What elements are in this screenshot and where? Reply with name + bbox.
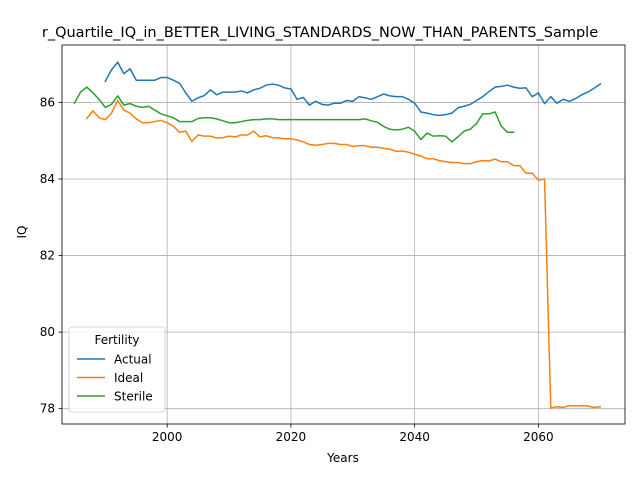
x-tick-label: 2060	[523, 430, 554, 444]
legend-title: Fertility	[94, 333, 139, 347]
legend-label-actual: Actual	[114, 353, 152, 367]
legend-box	[68, 326, 166, 413]
y-tick-label: 84	[40, 172, 55, 186]
y-tick-label: 82	[40, 249, 55, 263]
y-tick-label: 86	[40, 95, 55, 109]
series-line-actual	[104, 61, 602, 117]
x-axis-label: Years	[326, 451, 359, 465]
plot-lines	[73, 61, 602, 409]
series-line-ideal	[85, 99, 602, 409]
x-tick-label: 2000	[152, 430, 183, 444]
legend-entries: Actual Ideal Sterile	[77, 353, 153, 404]
x-tick-label: 2040	[399, 430, 430, 444]
y-tick-label: 80	[40, 325, 55, 339]
plot-area-frame	[61, 44, 626, 425]
y-axis-label: IQ	[15, 226, 29, 239]
x-axis-ticks: 2000 2020 2040 2060	[152, 424, 554, 444]
y-axis-ticks: 78 80 82 84 86	[40, 95, 62, 416]
legend-label-sterile: Sterile	[114, 390, 153, 404]
y-tick-label: 78	[40, 402, 55, 416]
legend: Fertility Actual Ideal Sterile	[68, 326, 166, 413]
x-tick-label: 2020	[276, 430, 307, 444]
legend-label-ideal: Ideal	[114, 371, 143, 385]
series-line-sterile	[73, 86, 515, 143]
chart-title: r_Quartile_IQ_in_BETTER_LIVING_STANDARDS…	[42, 25, 598, 41]
